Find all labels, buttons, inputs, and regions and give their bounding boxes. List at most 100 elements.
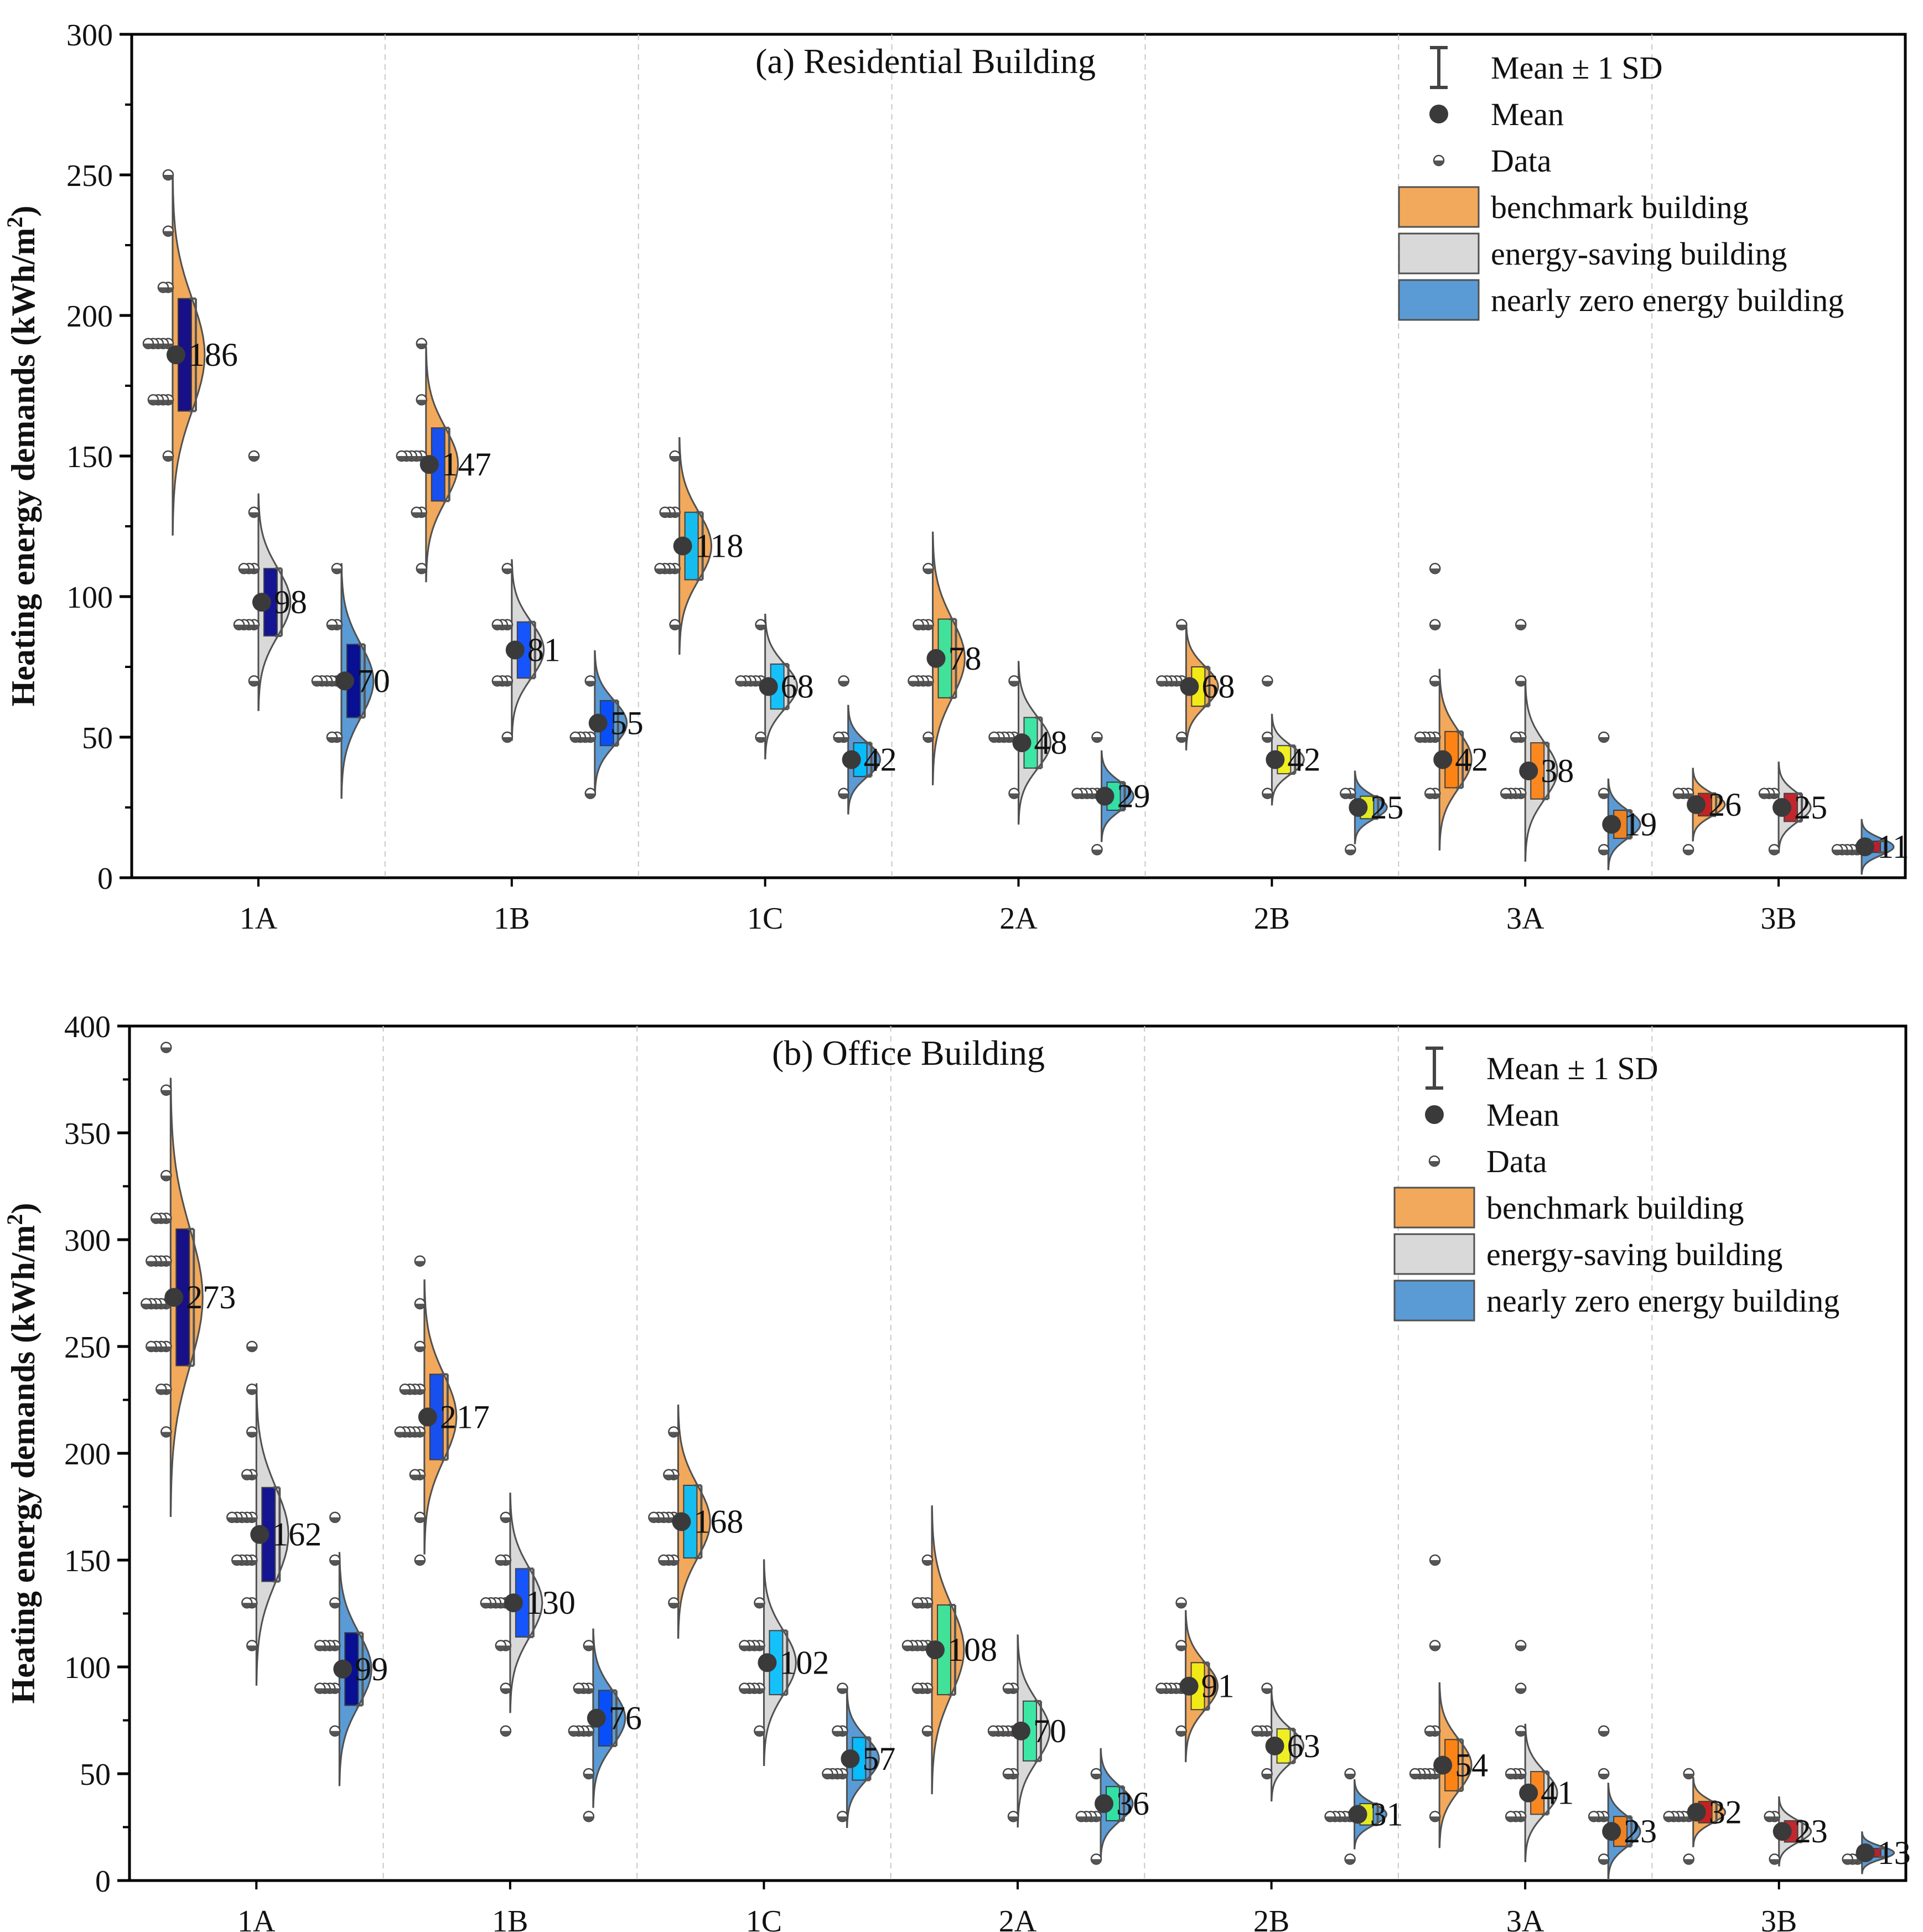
data-point-fill: [1003, 1774, 1013, 1779]
data-point-fill: [492, 624, 502, 630]
x-tick-label: 3B: [1760, 902, 1796, 936]
data-point-fill: [735, 681, 746, 686]
mean-label: 168: [693, 1504, 743, 1540]
mean-dot: [1687, 795, 1706, 814]
mean-label: 63: [1287, 1728, 1320, 1764]
violin-3A-energy-saving-building: 41: [1505, 1640, 1574, 1862]
data-point-fill: [416, 343, 427, 349]
y-axis-label: Heating energy demands (kWh/m2): [2, 1203, 42, 1703]
violin-3A-energy-saving-building: 38: [1500, 619, 1574, 862]
mean-dot: [1012, 1721, 1030, 1741]
data-point-fill: [395, 1432, 405, 1437]
data-point-fill: [312, 681, 322, 686]
legend: Mean ± 1 SD Mean Data benchmark building ene…: [1393, 1047, 1839, 1322]
violin-1B-benchmark-building: 217: [394, 1255, 490, 1566]
violin-2A-benchmark-building: 78: [908, 531, 982, 786]
data-point-fill: [1501, 793, 1511, 799]
data-point-fill: [1511, 737, 1521, 742]
mean-label: 36: [1116, 1785, 1149, 1822]
mean-dot: [1095, 786, 1115, 806]
data-point-fill: [1599, 1859, 1609, 1864]
mean-dot: [333, 1659, 353, 1679]
data-point-fill: [1516, 681, 1526, 686]
mean-dot: [759, 677, 778, 696]
data-point-fill: [248, 456, 259, 461]
x-tick-label: 2A: [999, 902, 1038, 936]
legend-label: Mean ± 1 SD: [1491, 50, 1663, 86]
x-tick-label: 3A: [1506, 1904, 1544, 1932]
violin-2B-benchmark-building: 91: [1155, 1597, 1235, 1763]
data-point-fill: [1262, 793, 1273, 799]
mean-dot: [926, 1640, 945, 1660]
mean-dot: [1180, 677, 1199, 696]
violin-2A-energy-saving-building: 48: [988, 661, 1067, 825]
data-point-fill: [655, 568, 665, 574]
data-point-fill: [161, 1090, 172, 1095]
data-point-fill: [837, 1816, 848, 1822]
data-point-fill: [330, 1603, 340, 1608]
mean-dot: [250, 1525, 269, 1544]
legend-data-icon-fill: [1434, 160, 1444, 165]
y-tick-label: 250: [66, 159, 113, 193]
mean-dot: [1012, 733, 1032, 753]
data-point-fill: [500, 1688, 511, 1693]
mean-label: 38: [1541, 753, 1574, 789]
data-point-fill: [495, 1645, 506, 1651]
legend-swatch: [1393, 1280, 1475, 1322]
data-point-fill: [1091, 1859, 1101, 1864]
data-point-fill: [755, 737, 766, 742]
violin-3A-benchmark-building: 42: [1414, 562, 1488, 851]
mean-dot: [588, 713, 608, 733]
violin-2B-energy-saving-building: 42: [1262, 675, 1320, 806]
data-point-fill: [163, 456, 173, 461]
data-point-fill: [331, 568, 342, 574]
x-tick-label: 1C: [747, 902, 783, 936]
mean-label: 23: [1624, 1813, 1657, 1850]
data-point-fill: [502, 568, 512, 574]
data-point-fill: [151, 1218, 162, 1224]
y-tick-label: 100: [64, 1651, 111, 1685]
data-point-fill: [330, 1560, 340, 1565]
legend-swatch: [1393, 1187, 1475, 1229]
violin-1B-energy-saving-building: 130: [480, 1492, 576, 1737]
mean-label: 130: [526, 1584, 576, 1621]
mean-label: 147: [442, 446, 491, 483]
mean-dot: [1433, 750, 1453, 769]
data-point-fill: [1589, 1816, 1599, 1822]
mean-dot: [1602, 1822, 1621, 1841]
data-point-fill: [242, 1474, 252, 1480]
data-point-fill: [247, 1645, 257, 1651]
y-tick-label: 200: [64, 1437, 111, 1472]
data-point-fill: [414, 1303, 425, 1309]
data-point-fill: [141, 1303, 152, 1309]
data-point-fill: [1009, 793, 1019, 799]
violin-1A-benchmark-building: 186: [142, 169, 238, 536]
x-tick-label: 1B: [494, 902, 530, 936]
violin-1C-energy-saving-building: 102: [739, 1559, 829, 1767]
data-point-fill: [396, 456, 407, 461]
data-point-fill: [411, 512, 422, 517]
data-point-fill: [668, 1432, 679, 1437]
legend: Mean ± 1 SD Mean Data benchmark building ene…: [1398, 46, 1844, 321]
data-point-fill: [248, 681, 259, 686]
data-point-fill: [570, 737, 580, 742]
violin-2B-benchmark-building: 68: [1156, 619, 1235, 751]
data-point-fill: [330, 1517, 340, 1522]
violin-1C-nearly-zero-energy-building: 42: [833, 675, 897, 815]
mean-label: 162: [272, 1516, 322, 1553]
data-point-fill: [242, 1603, 252, 1608]
data-point-fill: [156, 1389, 167, 1395]
data-point-fill: [1176, 1603, 1186, 1608]
x-tick-label: 1C: [746, 1904, 782, 1932]
data-point-fill: [1430, 624, 1440, 630]
data-point-fill: [239, 568, 249, 574]
mean-label: 42: [1455, 742, 1488, 778]
data-point-fill: [664, 1474, 674, 1480]
mean-dot: [1349, 798, 1368, 817]
mean-label: 19: [1624, 806, 1657, 842]
data-point-fill: [837, 1688, 848, 1693]
data-point-fill: [315, 1645, 325, 1651]
data-point-fill: [659, 1560, 669, 1565]
data-point-fill: [1176, 624, 1187, 630]
